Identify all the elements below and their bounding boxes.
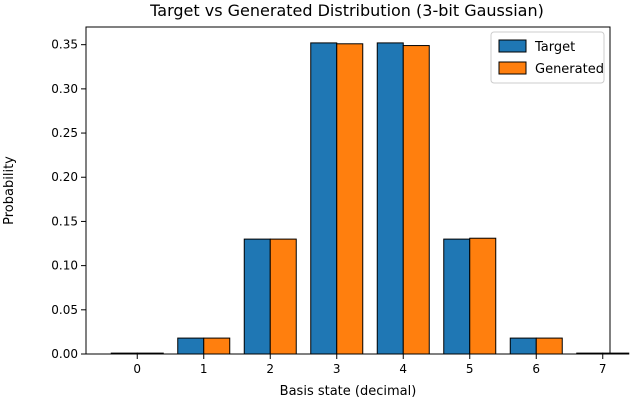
y-tick-label: 0.10: [51, 259, 78, 273]
plot-frame: [85, 26, 611, 355]
y-tick-label: 0.30: [51, 82, 78, 96]
bar-generated-1: [203, 337, 231, 355]
bar-generated-3: [336, 43, 364, 355]
x-axis: 0 1 2 3 4 5 6 7: [133, 354, 607, 376]
y-tick-label: 0.25: [51, 126, 78, 140]
x-tick-label: 1: [200, 362, 208, 376]
y-tick-label: 0.00: [51, 347, 78, 361]
y-tick-label: 0.05: [51, 303, 78, 317]
x-tick-label: 0: [133, 362, 141, 376]
x-tick-label: 3: [333, 362, 341, 376]
x-axis-label: Basis state (decimal): [280, 384, 417, 399]
legend: Target Generated: [490, 31, 605, 84]
bar-target-6: [509, 337, 537, 355]
chart-title: Target vs Generated Distribution (3-bit …: [149, 1, 544, 20]
y-tick-label: 0.20: [51, 170, 78, 184]
x-tick-label: 5: [466, 362, 474, 376]
bar-generated-4: [402, 45, 430, 355]
bar-target-1: [177, 337, 205, 355]
bar-generated-2: [269, 238, 297, 355]
y-tick-label: 0.35: [51, 38, 78, 52]
bar-target-2: [243, 238, 271, 355]
x-tick-label: 4: [399, 362, 407, 376]
bar-target-4: [376, 42, 404, 355]
bars-group: [110, 42, 630, 355]
x-tick-label: 2: [266, 362, 274, 376]
x-tick-label: 7: [599, 362, 607, 376]
legend-label-target: Target: [534, 40, 575, 55]
legend-label-generated: Generated: [535, 62, 604, 77]
bar-generated-5: [469, 237, 497, 355]
y-axis: 0.00 0.05 0.10 0.15 0.20 0.25 0.30 0.35: [51, 38, 86, 361]
bar-generated-6: [535, 337, 563, 355]
y-axis-label: Probability: [2, 156, 17, 225]
bar-target-5: [443, 238, 471, 355]
bar-target-3: [310, 42, 338, 355]
legend-swatch-generated: [498, 61, 527, 75]
legend-swatch-target: [498, 39, 527, 53]
y-tick-label: 0.15: [51, 214, 78, 228]
x-tick-label: 6: [532, 362, 540, 376]
